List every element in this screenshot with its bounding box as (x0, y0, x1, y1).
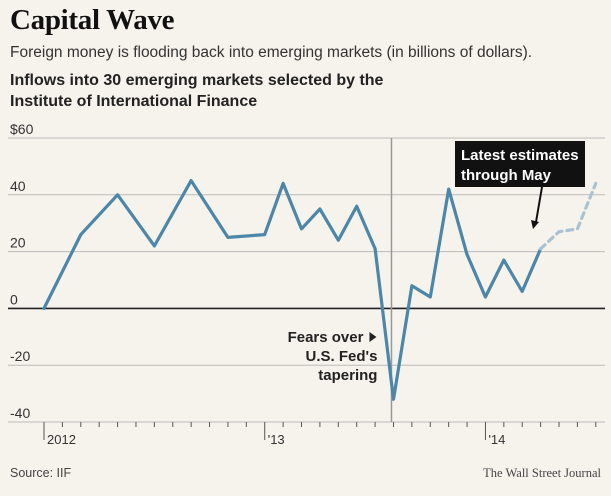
tapering-annotation-line: tapering (318, 367, 377, 384)
x-axis-ticks: 2012 '13 '14 (43, 422, 597, 447)
callout-pointer (535, 186, 543, 223)
estimates-callout-box (455, 141, 585, 187)
chart-title: Inflows into 30 emerging markets selecte… (10, 72, 384, 110)
y-tick-label: 40 (10, 178, 26, 194)
x-tick-label: '13 (268, 432, 285, 447)
y-tick-label: -40 (10, 405, 30, 421)
annotation-arrow (369, 332, 377, 342)
estimates-callout-text: Latest estimates (461, 147, 579, 164)
estimate-series-line (538, 181, 598, 251)
y-axis-ticks: $60 40 20 0 -20 -40 (10, 121, 34, 421)
y-tick-label: -20 (10, 348, 30, 364)
y-tick-label: $60 (10, 121, 34, 137)
annotations: Fears over U.S. Fed's tapering Latest estim… (288, 141, 585, 384)
tapering-annotation-line: U.S. Fed's (306, 348, 378, 365)
callout-pointer-head (531, 220, 539, 229)
tapering-annotation-line: Fears over (288, 329, 364, 346)
y-tick-label: 20 (10, 235, 26, 251)
x-tick-label: 2012 (47, 432, 76, 447)
publisher-credit: The Wall Street Journal (483, 466, 601, 480)
chart-headline: Capital Wave (10, 4, 175, 36)
gridlines (8, 137, 605, 423)
y-tick-label: 0 (10, 291, 18, 307)
inflows-series-line (42, 179, 543, 401)
estimates-callout-text: through May (461, 167, 552, 184)
chart-subtitle: Foreign money is flooding back into emer… (10, 44, 533, 61)
series-lines (42, 179, 598, 401)
x-tick-label: '14 (488, 432, 505, 447)
source-note: Source: IIF (10, 466, 72, 480)
